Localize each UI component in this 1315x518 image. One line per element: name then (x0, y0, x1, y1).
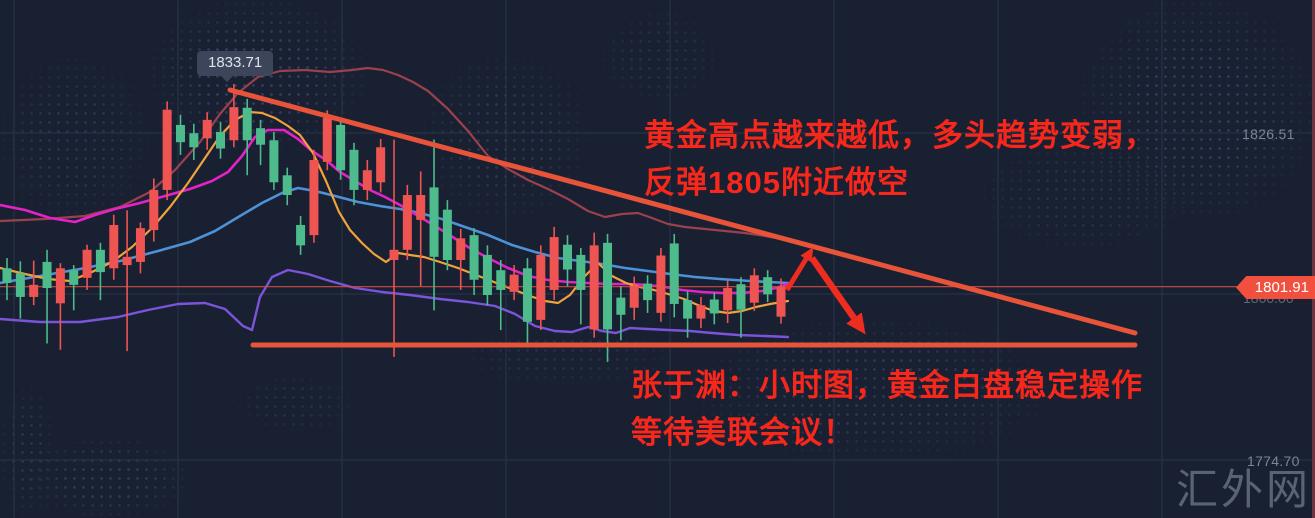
current-price-tag: 1801.91 (1236, 276, 1315, 299)
note-bottom-line1: 张于渊：小时图，黄金白盘稳定操作 (631, 368, 1143, 403)
annotation-note-top: 黄金高点越来越低，多头趋势变弱， 反弹1805附近做空 (644, 112, 1156, 206)
annotation-note-bottom: 张于渊：小时图，黄金白盘稳定操作 等待美联会议！ (631, 362, 1143, 456)
site-watermark: 汇外网 (1176, 466, 1312, 513)
chart-right-border (1312, 0, 1315, 518)
note-top-line1: 黄金高点越来越低，多头趋势变弱， (644, 118, 1156, 153)
note-bottom-line2: 等待美联会议！ (631, 415, 855, 450)
peak-price-tooltip: 1833.71 (197, 51, 274, 82)
y-axis-label: 1826.51 (1242, 126, 1295, 142)
note-top-line2: 反弹1805附近做空 (644, 165, 909, 200)
y-axis-label: 1774.70 (1247, 453, 1300, 469)
